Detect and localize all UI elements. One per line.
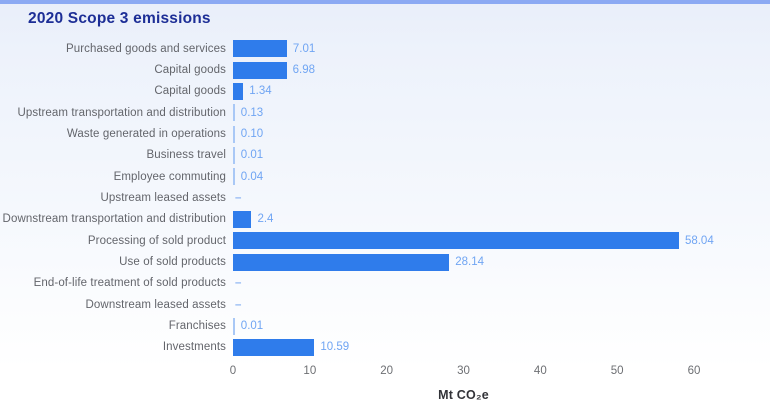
category-label: Capital goods <box>154 85 226 98</box>
category-label: Franchises <box>168 320 226 333</box>
bar <box>233 210 252 228</box>
bar-track: – <box>233 273 770 294</box>
value-label: 28.14 <box>455 256 484 269</box>
bar-row: Use of sold products 28.14 <box>0 251 770 272</box>
bar <box>233 338 315 356</box>
bar-track: 0.01 <box>233 145 770 166</box>
category-label: Upstream transportation and distribution <box>17 106 226 119</box>
bar <box>233 82 244 100</box>
bar-track: 0.10 <box>233 123 770 144</box>
chart-title: 2020 Scope 3 emissions <box>28 10 211 27</box>
category-label: Downstream leased assets <box>85 298 226 311</box>
bar-row: End-of-life treatment of sold products – <box>0 273 770 294</box>
bar-row: Employee commuting 0.04 <box>0 166 770 187</box>
bar-track: – <box>233 187 770 208</box>
x-tick-label: 10 <box>303 365 317 378</box>
bar-row: Capital goods 6.98 <box>0 59 770 80</box>
bar-row: Business travel 0.01 <box>0 145 770 166</box>
bar-track: 0.04 <box>233 166 770 187</box>
category-label: Purchased goods and services <box>65 42 226 55</box>
bar-track: 7.01 <box>233 38 770 59</box>
bar <box>233 40 287 58</box>
bar-row: Waste generated in operations 0.10 <box>0 123 770 144</box>
bar-row: Upstream transportation and distribution… <box>0 102 770 123</box>
x-tick-label: 30 <box>457 365 470 378</box>
bar <box>233 125 235 143</box>
value-label: 0.01 <box>240 320 264 333</box>
x-axis-label: Mt CO₂e <box>438 388 489 403</box>
bar <box>233 253 450 271</box>
bar-track: 0.01 <box>233 315 770 336</box>
value-label: 10.59 <box>320 341 350 354</box>
bar <box>233 104 235 122</box>
value-label: 0.01 <box>240 149 264 162</box>
bar-row: Downstream leased assets – <box>0 294 770 315</box>
bar <box>233 317 235 335</box>
category-label: Downstream transportation and distributi… <box>2 213 226 226</box>
category-label: Waste generated in operations <box>66 128 226 141</box>
bar-track: 10.59 <box>233 337 770 358</box>
no-value-dash: – <box>235 298 242 311</box>
bar-row: Upstream leased assets – <box>0 187 770 208</box>
bar-track: 58.04 <box>233 230 770 251</box>
value-label: 2.4 <box>257 213 274 226</box>
x-axis: 0 10 20 30 40 50 60 <box>229 365 701 381</box>
x-tick-label: 50 <box>610 365 624 378</box>
bar-row: Investments 10.59 <box>0 337 770 358</box>
bar-row: Franchises 0.01 <box>0 315 770 336</box>
value-label: 58.04 <box>684 234 714 247</box>
bar-row: Processing of sold product 58.04 <box>0 230 770 251</box>
bar <box>233 61 287 79</box>
top-accent-strip <box>0 0 770 4</box>
bar-row: Downstream transportation and distributi… <box>0 209 770 230</box>
bar-track: 0.13 <box>233 102 770 123</box>
bar-track: 1.34 <box>233 81 770 102</box>
bar-row: Purchased goods and services 7.01 <box>0 38 770 59</box>
value-label: 6.98 <box>292 64 316 77</box>
x-tick-label: 20 <box>380 365 394 378</box>
category-label: End-of-life treatment of sold products <box>33 277 226 290</box>
scope3-bar-chart: Purchased goods and services 7.01 Capital … <box>0 38 770 402</box>
category-label: Upstream leased assets <box>100 192 226 205</box>
category-label: Use of sold products <box>119 256 226 269</box>
chart-rows: Purchased goods and services 7.01 Capital … <box>0 38 770 358</box>
bar-track: 2.4 <box>233 209 770 230</box>
bar <box>233 146 235 164</box>
value-label: 0.13 <box>240 106 264 119</box>
x-tick-label: 0 <box>229 365 237 378</box>
bar-track: 6.98 <box>233 59 770 80</box>
bar-row: Capital goods 1.34 <box>0 81 770 102</box>
bar-track: 28.14 <box>233 251 770 272</box>
value-label: 1.34 <box>249 85 272 98</box>
x-tick-label: 40 <box>533 365 547 378</box>
x-tick-label: 60 <box>687 365 701 378</box>
value-label: 7.01 <box>292 42 316 55</box>
no-value-dash: – <box>235 192 242 205</box>
bar-track: – <box>233 294 770 315</box>
value-label: 0.10 <box>240 128 264 141</box>
category-label: Capital goods <box>154 64 226 77</box>
bar <box>233 232 679 250</box>
category-label: Investments <box>162 341 226 354</box>
category-label: Employee commuting <box>113 170 226 183</box>
category-label: Processing of sold product <box>87 234 226 247</box>
category-label: Business travel <box>146 149 226 162</box>
bar <box>233 168 235 186</box>
value-label: 0.04 <box>240 170 264 183</box>
no-value-dash: – <box>235 277 242 290</box>
